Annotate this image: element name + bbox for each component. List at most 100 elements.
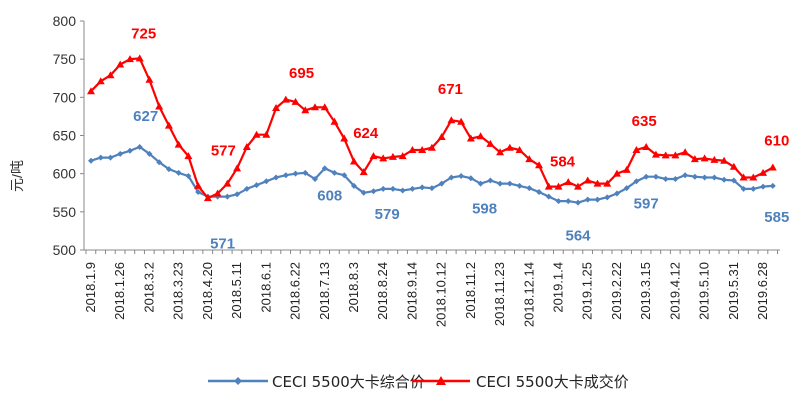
x-tick-label: 2019.1.4 (551, 262, 566, 313)
y-tick-label: 700 (53, 89, 77, 105)
data-labels: 627 571 608 579 598 564 597 585 725 577 695 624 671 5… (131, 25, 789, 252)
data-point (700, 154, 709, 162)
data-point (340, 134, 349, 142)
data-point (97, 154, 104, 161)
data-point (720, 156, 729, 164)
data-point (447, 116, 456, 124)
x-tick-label: 2018.11.23 (492, 262, 507, 326)
data-point (213, 189, 222, 197)
legend-label-composite: CECI 5500大卡综合价 (272, 373, 425, 391)
data-label: 597 (634, 196, 659, 213)
x-tick-label: 2019.3.15 (638, 262, 653, 320)
data-point (759, 168, 768, 176)
legend-label-transaction: CECI 5500大卡成交价 (476, 373, 629, 391)
y-tick-label: 500 (53, 242, 77, 258)
data-point (389, 185, 396, 192)
data-point (467, 175, 474, 182)
data-point (672, 176, 679, 183)
data-point (117, 150, 124, 157)
data-point (516, 182, 523, 189)
data-point (409, 185, 416, 192)
data-point (428, 185, 435, 192)
data-point (691, 173, 698, 180)
data-point (136, 143, 143, 150)
data-point (273, 174, 280, 181)
y-axis: 500 550 600 650 700 750 800 (53, 13, 85, 258)
data-point (155, 102, 164, 110)
x-tick-label: 2019.6.28 (755, 262, 770, 320)
data-label: 577 (211, 143, 236, 160)
y-axis-label: 元/吨 (9, 160, 25, 192)
data-point (156, 159, 163, 166)
x-tick-label: 2018.3.2 (141, 262, 156, 313)
data-point (321, 165, 328, 172)
data-point (438, 180, 445, 187)
data-point (419, 184, 426, 191)
data-point (107, 154, 114, 161)
data-point (505, 143, 514, 151)
data-point (223, 179, 232, 187)
data-point (477, 180, 484, 187)
data-point (302, 169, 309, 176)
y-tick-label: 650 (53, 128, 77, 144)
x-tick-label: 2018.10.12 (434, 262, 449, 327)
data-point (730, 177, 737, 184)
data-point (330, 117, 339, 125)
data-point (448, 174, 455, 181)
data-point (263, 178, 270, 185)
data-point (612, 169, 621, 177)
x-tick-label: 2018.8.3 (346, 262, 361, 313)
data-point (233, 164, 242, 172)
data-point (370, 188, 377, 195)
data-label: 725 (131, 25, 156, 42)
data-point (574, 182, 582, 190)
data-point (291, 97, 300, 105)
data-point (690, 155, 699, 163)
data-point (769, 182, 776, 189)
data-point (145, 75, 154, 83)
data-label: 584 (550, 154, 576, 171)
data-point (506, 180, 513, 187)
data-point (418, 146, 427, 154)
data-point (575, 199, 581, 206)
data-point (87, 87, 95, 95)
data-point (458, 172, 465, 179)
data-point (262, 130, 271, 138)
data-point (466, 134, 475, 142)
data-point (135, 54, 144, 62)
y-tick-label: 550 (53, 204, 77, 220)
data-point (711, 174, 718, 181)
data-point (399, 187, 406, 194)
data-point (427, 143, 436, 151)
x-tick-label: 2019.5.31 (726, 262, 741, 320)
data-label: 585 (764, 209, 789, 226)
data-point (486, 139, 495, 147)
data-label: 695 (289, 65, 314, 82)
data-point (234, 191, 241, 198)
data-point (497, 180, 504, 187)
data-point (564, 178, 573, 186)
x-tick-label: 2019.5.10 (697, 262, 712, 320)
data-point (360, 189, 367, 196)
data-point (526, 185, 533, 192)
data-point (496, 148, 505, 156)
data-point (622, 165, 631, 173)
data-point (632, 146, 641, 154)
data-point (243, 185, 250, 192)
data-point (457, 117, 466, 125)
data-point (535, 161, 544, 169)
data-point (583, 176, 592, 184)
data-label: 635 (632, 113, 657, 130)
data-point (195, 188, 202, 195)
data-point (671, 151, 680, 159)
x-axis: 2018.1.9 2018.1.26 2018.3.2 2018.3.23 2018.4… (83, 249, 780, 327)
y-tick-label: 600 (53, 166, 77, 182)
data-point (760, 183, 767, 190)
data-label: 579 (375, 206, 400, 223)
data-label: 571 (210, 236, 235, 253)
data-label: 671 (438, 81, 463, 98)
x-tick-label: 2018.6.22 (288, 262, 303, 320)
data-label: 624 (353, 125, 379, 142)
data-point (642, 142, 651, 150)
data-point (331, 169, 338, 176)
